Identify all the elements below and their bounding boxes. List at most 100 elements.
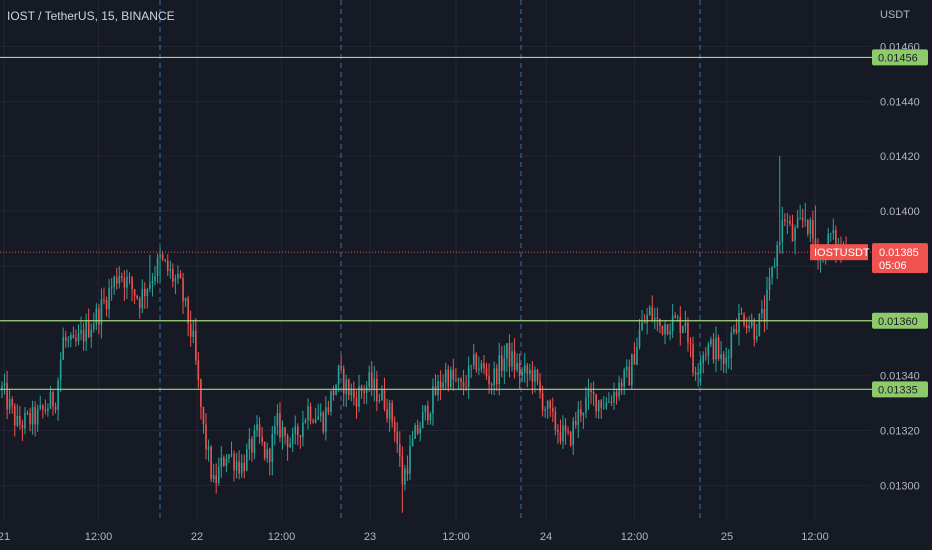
candle-body xyxy=(633,354,636,365)
candle-body xyxy=(832,230,835,234)
candle-body xyxy=(421,412,424,429)
level-badge-label: 0.01360 xyxy=(878,316,918,328)
x-tick-label: 24 xyxy=(540,531,552,543)
candle-body xyxy=(439,381,442,388)
candle-body xyxy=(62,337,64,360)
candle-body xyxy=(554,411,557,430)
candle-body xyxy=(610,401,613,403)
y-tick-label: 0.01320 xyxy=(880,425,920,437)
candle-body xyxy=(648,306,651,316)
candle-body xyxy=(192,330,195,337)
candle-body xyxy=(187,298,189,324)
candle-body xyxy=(113,277,115,288)
candle-body xyxy=(121,275,123,278)
candle-body xyxy=(93,324,95,330)
candle-body xyxy=(345,379,348,394)
candle-body xyxy=(506,343,508,359)
candle-body xyxy=(733,328,735,333)
candle-body xyxy=(391,402,393,422)
candle-body xyxy=(529,370,531,374)
candle-body xyxy=(383,389,386,410)
x-tick-label: 12:00 xyxy=(442,531,470,543)
candle-body xyxy=(450,369,452,388)
candle-body xyxy=(794,227,796,242)
candle-body xyxy=(251,438,253,453)
candle-body xyxy=(518,363,521,376)
candle-body xyxy=(455,379,457,381)
candle-body xyxy=(156,257,159,277)
candle-body xyxy=(297,426,299,436)
candle-body xyxy=(268,449,271,462)
candle-body xyxy=(465,386,467,388)
candle-body xyxy=(427,405,429,421)
candle-body xyxy=(600,400,603,408)
candle-body xyxy=(791,223,794,242)
candle-body xyxy=(396,432,399,444)
candle-body xyxy=(697,372,699,375)
candle-body xyxy=(814,238,817,248)
candle-body xyxy=(291,433,294,444)
candle-body xyxy=(664,324,666,335)
candle-body xyxy=(773,266,776,268)
candle-body xyxy=(373,379,376,389)
candle-body xyxy=(189,323,192,337)
level-badge-label: 0.01335 xyxy=(878,384,918,396)
candle-body xyxy=(424,405,427,413)
candle-body xyxy=(80,330,82,334)
candle-body xyxy=(478,368,480,371)
candle-body xyxy=(516,363,518,370)
candle-body xyxy=(325,407,327,432)
candle-body xyxy=(488,376,490,384)
candle-body xyxy=(763,308,766,322)
candle-body xyxy=(263,441,266,459)
candle-body xyxy=(498,355,501,385)
candle-body xyxy=(743,314,745,325)
candle-body xyxy=(661,325,664,335)
candle-body xyxy=(786,220,789,222)
candle-body xyxy=(281,427,284,438)
candle-body xyxy=(279,413,281,438)
candle-body xyxy=(210,446,212,479)
candle-body xyxy=(643,322,646,324)
candle-body xyxy=(671,315,674,332)
candle-body xyxy=(480,363,483,369)
candle-body xyxy=(302,422,304,438)
candle-body xyxy=(166,260,169,271)
candle-body xyxy=(781,219,784,242)
candle-body xyxy=(508,343,511,367)
candle-body xyxy=(587,390,590,398)
candle-body xyxy=(592,391,595,394)
chart-title: IOST / TetherUS, 15, BINANCE xyxy=(7,9,175,23)
x-tick-label: 12:00 xyxy=(621,531,649,543)
candle-body xyxy=(574,421,577,425)
candle-body xyxy=(212,475,215,479)
candle-body xyxy=(694,372,697,375)
candle-body xyxy=(613,392,615,403)
candle-body xyxy=(710,339,712,345)
candle-body xyxy=(243,462,246,471)
candle-body xyxy=(332,390,335,395)
candle-body xyxy=(118,275,121,284)
candle-body xyxy=(725,357,727,364)
candle-body xyxy=(128,276,131,278)
candle-body xyxy=(447,369,450,388)
candle-body xyxy=(299,435,302,438)
candle-body xyxy=(1,385,3,390)
x-axis: 21 12:00 22 12:00 23 12:00 24 12:00 25 12:00 xyxy=(0,531,829,543)
candle-body xyxy=(217,467,220,484)
candle-body xyxy=(495,368,498,385)
candle-body xyxy=(144,288,146,297)
candles xyxy=(1,156,847,513)
candle-body xyxy=(386,409,388,419)
candle-body xyxy=(432,386,434,414)
candle-body xyxy=(651,306,654,320)
candle-body xyxy=(82,330,85,342)
candle-body xyxy=(399,443,401,457)
candle-body xyxy=(414,425,416,439)
candle-body xyxy=(363,391,365,393)
candle-body xyxy=(539,381,541,393)
x-tick-label: 23 xyxy=(364,531,376,543)
candle-body xyxy=(146,289,149,297)
candle-body xyxy=(284,427,286,436)
candle-body xyxy=(625,366,628,370)
